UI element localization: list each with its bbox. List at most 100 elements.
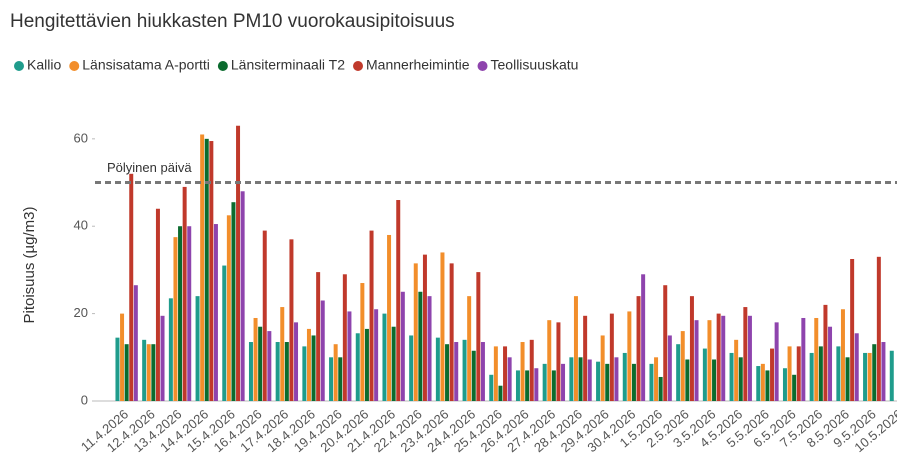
bar: [275, 342, 280, 401]
bar: [663, 285, 668, 401]
bar: [507, 357, 512, 401]
bar: [889, 350, 894, 401]
bar: [187, 226, 192, 401]
bar: [787, 346, 792, 401]
bar: [756, 366, 761, 401]
bar: [840, 309, 845, 401]
bar: [765, 370, 770, 401]
bar: [520, 342, 525, 401]
bar: [471, 350, 476, 401]
bar: [142, 339, 147, 401]
bar: [445, 344, 450, 401]
bar: [302, 346, 307, 401]
bar: [160, 315, 165, 401]
bar: [573, 296, 578, 401]
bar: [729, 352, 734, 401]
bar: [115, 337, 120, 401]
bar: [792, 374, 797, 401]
bar: [760, 363, 765, 401]
bar: [774, 322, 779, 401]
bar: [818, 346, 823, 401]
bar: [133, 285, 138, 401]
legend-label: Teollisuuskatu: [491, 57, 579, 73]
bar: [609, 313, 614, 401]
bar: [863, 352, 868, 401]
bar: [721, 315, 726, 401]
bar: [614, 357, 619, 401]
bar: [382, 313, 387, 401]
bar: [503, 346, 508, 401]
chart-title: Hengitettävien hiukkasten PM10 vuorokaus…: [10, 11, 455, 32]
bar: [587, 359, 592, 401]
bar: [796, 346, 801, 401]
bar: [400, 291, 405, 401]
bar: [489, 374, 494, 401]
legend-label: Mannerheimintie: [366, 57, 470, 73]
bar: [258, 326, 263, 401]
bar: [876, 256, 881, 401]
bar: [267, 331, 272, 401]
bar: [355, 333, 360, 401]
legend-label: Länsisatama A-portti: [82, 57, 210, 73]
bar: [236, 125, 241, 401]
bar: [631, 363, 636, 401]
bar: [120, 313, 125, 401]
bar: [872, 344, 877, 401]
bar: [467, 296, 472, 401]
bar: [409, 335, 414, 401]
bar: [262, 230, 267, 401]
bar: [747, 315, 752, 401]
bar: [213, 224, 218, 401]
bar: [654, 357, 659, 401]
bar: [413, 263, 418, 401]
bar: [387, 234, 392, 401]
legend-label: Kallio: [27, 57, 61, 73]
bar: [311, 335, 316, 401]
bar: [881, 342, 886, 401]
bar: [364, 328, 369, 401]
bar: [685, 359, 690, 401]
bar: [338, 357, 343, 401]
bar: [738, 357, 743, 401]
bar: [561, 363, 566, 401]
bar: [814, 317, 819, 401]
bar: [734, 339, 739, 401]
bar: [151, 344, 156, 401]
bar: [418, 291, 423, 401]
bar: [627, 311, 632, 401]
bar: [823, 304, 828, 401]
bar: [707, 320, 712, 401]
bar: [641, 274, 646, 401]
bar: [702, 348, 707, 401]
bar: [329, 357, 334, 401]
bar: [845, 357, 850, 401]
bar: [770, 348, 775, 401]
bar: [306, 328, 311, 401]
bar: [124, 344, 129, 401]
bar: [173, 237, 178, 401]
bar: [462, 339, 467, 401]
bar: [427, 296, 432, 401]
bar: [168, 298, 173, 401]
bar: [600, 335, 605, 401]
bar: [636, 296, 641, 401]
bar: [320, 300, 325, 401]
reference-label: Pölyinen päivä: [107, 160, 192, 175]
legend-label: Länsiterminaali T2: [231, 57, 345, 73]
bar: [578, 357, 583, 401]
bar: [347, 311, 352, 401]
bar: [391, 326, 396, 401]
bar: [836, 346, 841, 401]
bar: [867, 352, 872, 401]
bar: [828, 326, 833, 401]
bar: [248, 342, 253, 401]
bar: [146, 344, 151, 401]
bar: [226, 215, 231, 401]
bar: [316, 272, 321, 401]
bar: [515, 370, 520, 401]
bar: [547, 320, 552, 401]
bar: [240, 191, 245, 401]
bar: [850, 259, 855, 401]
bar: [743, 307, 748, 401]
